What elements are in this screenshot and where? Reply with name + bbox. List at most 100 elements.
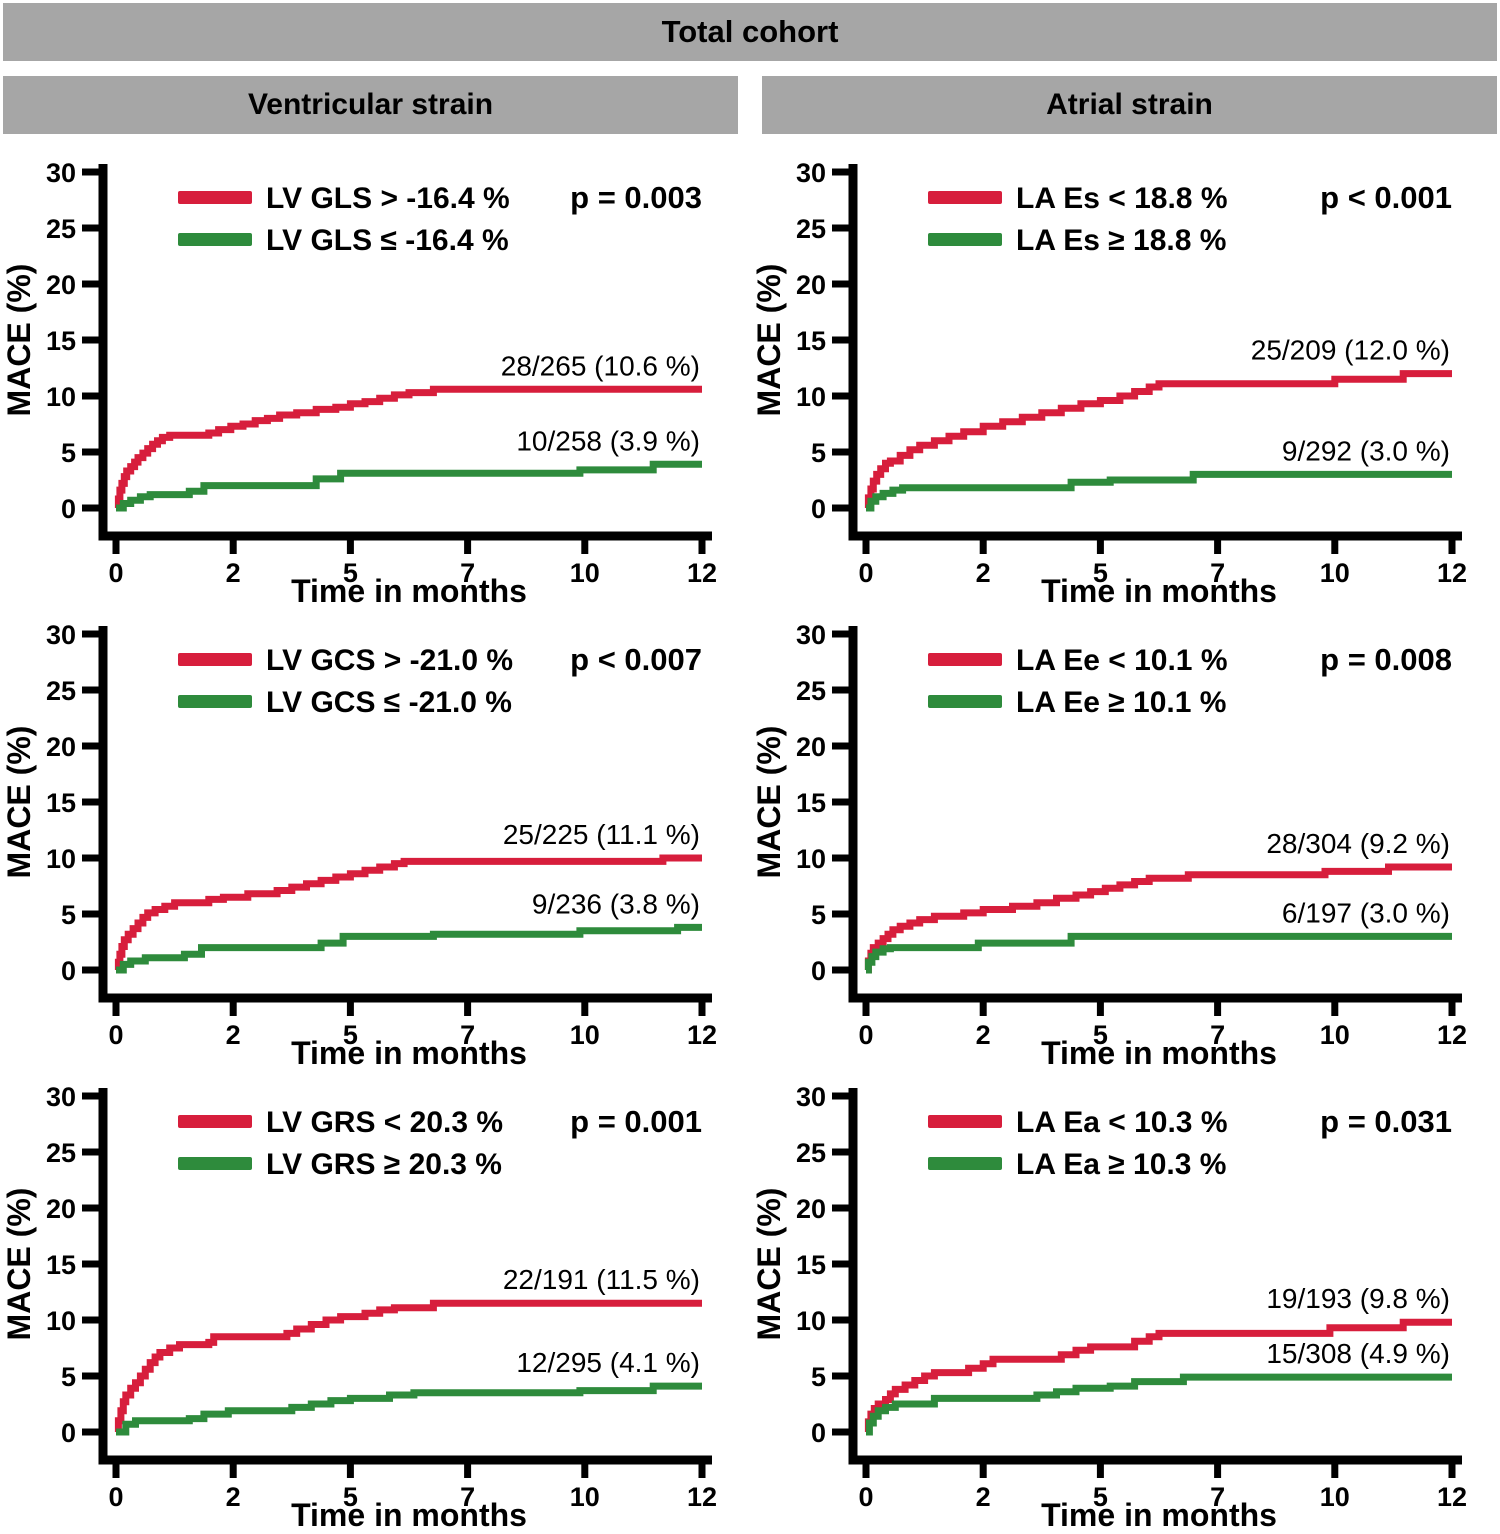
y-tick-label: 0	[61, 956, 76, 986]
y-tick-label: 30	[796, 1082, 826, 1112]
x-tick-label: 7	[1210, 1020, 1225, 1050]
x-tick-label: 5	[1093, 1482, 1108, 1512]
y-tick-label: 15	[796, 788, 826, 818]
x-tick-label: 0	[108, 1482, 123, 1512]
y-tick-label: 25	[796, 214, 826, 244]
x-tick-label: 2	[226, 1482, 241, 1512]
legend-swatch-green	[178, 233, 252, 246]
y-tick-label: 20	[46, 1194, 76, 1224]
event-count-annotation-green: 12/295 (4.1 %)	[516, 1347, 700, 1378]
y-tick-label: 15	[796, 1250, 826, 1280]
y-tick-label: 10	[796, 1306, 826, 1336]
x-tick-label: 10	[570, 1020, 600, 1050]
x-tick-label: 2	[226, 1020, 241, 1050]
event-count-annotation-red: 22/191 (11.5 %)	[503, 1264, 700, 1295]
y-tick-label: 0	[61, 1418, 76, 1448]
x-tick-label: 12	[1437, 1020, 1467, 1050]
x-tick-label: 5	[343, 558, 358, 588]
y-tick-label: 15	[46, 326, 76, 356]
x-tick-label: 12	[687, 1482, 717, 1512]
x-tick-label: 5	[343, 1482, 358, 1512]
y-axis-title: MACE (%)	[1, 1188, 37, 1341]
x-tick-label: 5	[1093, 1020, 1108, 1050]
km-panel-la-ee: 0 5 10 15 20 25 30 0 2 5 7 10 12 MACE (%) Time in mont…	[750, 602, 1500, 1071]
x-tick-label: 10	[1320, 558, 1350, 588]
event-count-annotation-red: 25/209 (12.0 %)	[1251, 335, 1450, 366]
x-tick-label: 2	[226, 558, 241, 588]
event-count-annotation-red: 19/193 (9.8 %)	[1266, 1283, 1450, 1314]
y-tick-label: 10	[46, 382, 76, 412]
y-tick-label: 5	[61, 1362, 76, 1392]
legend-label-green: LA Es ≥ 18.8 %	[1016, 224, 1226, 257]
y-tick-label: 0	[811, 1418, 826, 1448]
legend-label-red: LV GRS < 20.3 %	[266, 1106, 503, 1139]
km-curve-red	[864, 370, 1452, 512]
y-tick-label: 25	[46, 214, 76, 244]
legend-label-green: LV GLS ≤ -16.4 %	[266, 224, 509, 257]
km-curve-green	[866, 470, 1452, 512]
km-panel-lv-gls: 0 5 10 15 20 25 30 0 2 5 7 10 12 MACE (%) Time in mont…	[0, 140, 750, 609]
x-tick-label: 12	[1437, 558, 1467, 588]
km-panel-la-es: 0 5 10 15 20 25 30 0 2 5 7 10 12 MACE (%) Time in mont…	[750, 140, 1500, 609]
event-count-annotation-green: 6/197 (3.0 %)	[1282, 897, 1450, 928]
y-tick-label: 5	[811, 1362, 826, 1392]
x-tick-label: 7	[460, 558, 475, 588]
legend-swatch-red	[178, 1115, 252, 1128]
y-tick-label: 5	[61, 900, 76, 930]
km-curve-green	[116, 1382, 702, 1436]
y-tick-label: 25	[796, 676, 826, 706]
km-panel-la-ea: 0 5 10 15 20 25 30 0 2 5 7 10 12 MACE (%) Time in mont…	[750, 1064, 1500, 1533]
legend-label-green: LA Ea ≥ 10.3 %	[1016, 1148, 1226, 1181]
p-value-label: p < 0.007	[570, 642, 702, 677]
legend-label-red: LV GLS > -16.4 %	[266, 182, 510, 215]
km-panel-lv-gcs: 0 5 10 15 20 25 30 0 2 5 7 10 12 MACE (%) Time in mont…	[0, 602, 750, 1071]
x-tick-label: 0	[858, 558, 873, 588]
event-count-annotation-green: 9/236 (3.8 %)	[532, 888, 700, 919]
column-header-row: Ventricular strain Atrial strain	[3, 76, 1497, 134]
x-tick-label: 7	[1210, 1482, 1225, 1512]
y-tick-label: 20	[796, 1194, 826, 1224]
y-tick-label: 0	[811, 956, 826, 986]
km-curve-red	[114, 854, 702, 974]
km-curve-green	[116, 923, 702, 974]
figure-title: Total cohort	[661, 14, 839, 49]
km-panel-lv-grs: 0 5 10 15 20 25 30 0 2 5 7 10 12 MACE (%) Time in mont…	[0, 1064, 750, 1533]
legend-swatch-red	[178, 653, 252, 666]
y-tick-label: 25	[46, 676, 76, 706]
x-axis-title: Time in months	[1041, 1497, 1277, 1533]
p-value-label: p = 0.003	[570, 180, 702, 215]
y-tick-label: 5	[61, 438, 76, 468]
event-count-annotation-green: 15/308 (4.9 %)	[1266, 1338, 1450, 1369]
event-count-annotation-red: 28/304 (9.2 %)	[1266, 828, 1450, 859]
x-tick-label: 5	[1093, 558, 1108, 588]
km-curve-green	[116, 460, 702, 512]
y-tick-label: 20	[796, 732, 826, 762]
legend-label-red: LA Ee < 10.1 %	[1016, 644, 1228, 677]
event-count-annotation-green: 9/292 (3.0 %)	[1282, 435, 1450, 466]
event-count-annotation-green: 10/258 (3.9 %)	[516, 425, 700, 456]
y-tick-label: 15	[46, 788, 76, 818]
y-axis-title: MACE (%)	[1, 264, 37, 417]
y-tick-label: 25	[46, 1138, 76, 1168]
x-tick-label: 0	[108, 558, 123, 588]
km-curve-red	[864, 863, 1452, 974]
km-curve-red	[114, 1299, 702, 1436]
panel-grid: 0 5 10 15 20 25 30 0 2 5 7 10 12 MACE (%) Time in mont…	[0, 140, 1500, 1533]
y-tick-label: 15	[46, 1250, 76, 1280]
y-axis-title: MACE (%)	[1, 726, 37, 879]
y-tick-label: 10	[46, 844, 76, 874]
x-tick-label: 7	[460, 1020, 475, 1050]
legend-swatch-red	[928, 653, 1002, 666]
x-tick-label: 12	[1437, 1482, 1467, 1512]
p-value-label: p < 0.001	[1320, 180, 1452, 215]
x-tick-label: 0	[108, 1020, 123, 1050]
x-axis-title: Time in months	[1041, 573, 1277, 609]
km-curve-red	[114, 385, 702, 512]
x-tick-label: 7	[460, 1482, 475, 1512]
x-tick-label: 7	[1210, 558, 1225, 588]
legend-label-green: LV GRS ≥ 20.3 %	[266, 1148, 502, 1181]
